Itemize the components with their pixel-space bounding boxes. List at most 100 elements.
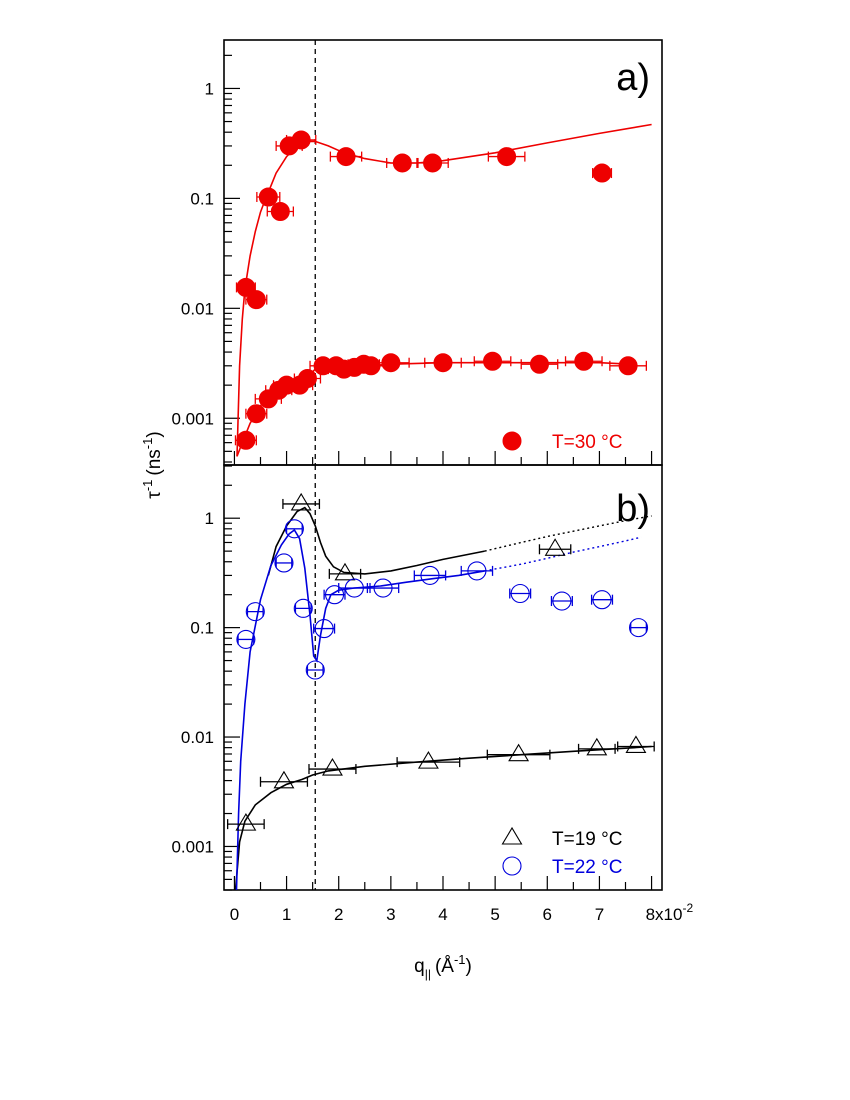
data-point <box>270 201 290 221</box>
data-point <box>297 368 317 388</box>
panel-a-y-tick-label: 0.001 <box>171 409 214 428</box>
data-point <box>324 585 345 605</box>
y-axis-title-unit: (ns <box>144 449 165 475</box>
y-axis-title-exponent: -1 <box>140 480 155 492</box>
panel-b-plot-area <box>226 492 655 890</box>
x-tick-label: 4 <box>438 905 447 924</box>
data-point <box>423 153 443 173</box>
panel-a-y-tick-label: 1 <box>205 79 214 98</box>
data-point <box>236 430 256 450</box>
data-point <box>392 153 412 173</box>
x-tick-label: 3 <box>386 905 395 924</box>
data-point <box>334 562 356 581</box>
data-point <box>290 492 312 511</box>
panel-b: 0.001 0.01 0.1 1 b) T=19 °C T=22 °C <box>171 464 663 891</box>
panel-a-y-tick-label: 0.1 <box>190 189 214 208</box>
y-axis-title-unit-close: ) <box>144 431 165 437</box>
panel-a-y-tick-label: 0.01 <box>181 299 214 318</box>
data-point <box>274 553 294 573</box>
data-point <box>361 356 381 376</box>
legend-marker <box>501 826 523 845</box>
x-axis-title-symbol: q <box>414 956 425 977</box>
fit-curve <box>235 528 485 890</box>
data-point <box>305 660 325 680</box>
panel-a: 0.001 0.01 0.1 1 a) T=30 °C <box>171 39 663 466</box>
x-tick-label: 8x10-2 <box>646 901 694 924</box>
x-tick-label: 2 <box>334 905 343 924</box>
legend-label: T=30 °C <box>552 432 622 453</box>
panel-b-y-tick-label: 0.01 <box>181 728 214 747</box>
y-axis-title: τ-1(ns-1) <box>140 431 165 498</box>
data-point <box>336 147 356 167</box>
data-point <box>508 743 530 762</box>
legend-label: T=19 °C <box>552 829 622 850</box>
x-tick-label-value: 8 <box>646 905 655 924</box>
data-point <box>420 565 440 585</box>
data-point <box>618 356 638 376</box>
legend-marker <box>502 431 522 451</box>
data-point <box>293 598 313 618</box>
fit-curve <box>484 515 652 552</box>
x-tick-label: 6 <box>543 905 552 924</box>
data-point <box>592 163 612 183</box>
panel-b-y-tick-label: 0.1 <box>190 619 214 638</box>
panel-b-y-tick-label: 1 <box>205 509 214 528</box>
panel-a-plot-area <box>234 123 652 457</box>
data-point <box>497 147 517 167</box>
data-point <box>344 578 364 598</box>
y-axis-title-unit-exponent: -1 <box>140 438 155 450</box>
data-point <box>291 130 311 150</box>
data-point <box>246 290 266 310</box>
data-point <box>592 590 612 610</box>
y-axis-title-symbol: τ <box>144 491 165 499</box>
panel-a-frame <box>223 39 663 466</box>
svg-text:q||(Å-1): q|| (Å-1) <box>414 952 472 981</box>
data-point <box>284 519 304 539</box>
data-point <box>245 602 265 622</box>
legend-label: T=22 °C <box>552 857 622 878</box>
fit-curve <box>234 745 652 890</box>
data-point <box>314 619 334 639</box>
data-point <box>433 353 453 373</box>
x-axis-title-unit-exponent: -1 <box>454 952 466 967</box>
panel-b-label: b) <box>616 488 650 530</box>
x-tick-label: 0 <box>230 905 239 924</box>
data-point <box>273 770 295 789</box>
x-tick-label: 7 <box>595 905 604 924</box>
x-axis-tick-labels: 0 1 2 3 4 5 6 7 8x10-2 <box>230 901 694 924</box>
x-axis-title-subscript: || <box>425 967 431 981</box>
data-point <box>373 578 393 598</box>
data-point <box>246 404 266 424</box>
data-point <box>552 591 572 611</box>
data-point <box>510 583 530 604</box>
x-axis-title-unit: (Å <box>435 956 454 977</box>
data-point <box>235 813 257 831</box>
x-tick-label: 5 <box>490 905 499 924</box>
x-scale-exponent: -2 <box>682 901 693 915</box>
data-point <box>586 737 608 756</box>
fit-curve <box>236 123 652 457</box>
fit-curve <box>267 506 485 576</box>
panel-b-y-tick-label: 0.001 <box>171 837 214 856</box>
data-point <box>258 187 278 207</box>
data-point <box>544 538 566 556</box>
panel-a-label: a) <box>616 57 650 99</box>
data-point <box>628 618 649 638</box>
legend-marker <box>502 856 522 876</box>
x-axis-title-unit-close: ) <box>466 956 472 977</box>
data-point <box>236 629 256 649</box>
data-point <box>417 751 439 769</box>
svg-text:τ-1(ns-1): τ-1(ns-1) <box>140 431 165 498</box>
fit-curve <box>484 536 642 572</box>
data-point <box>467 561 487 581</box>
data-point <box>625 735 647 754</box>
data-point <box>483 351 503 371</box>
data-point <box>381 353 401 373</box>
data-point <box>529 354 549 374</box>
data-point <box>574 351 594 371</box>
x-scale-label: x10 <box>655 905 682 924</box>
x-tick-label: 1 <box>282 905 291 924</box>
data-point <box>321 757 343 776</box>
x-axis-title: q|| (Å-1) <box>414 952 472 981</box>
